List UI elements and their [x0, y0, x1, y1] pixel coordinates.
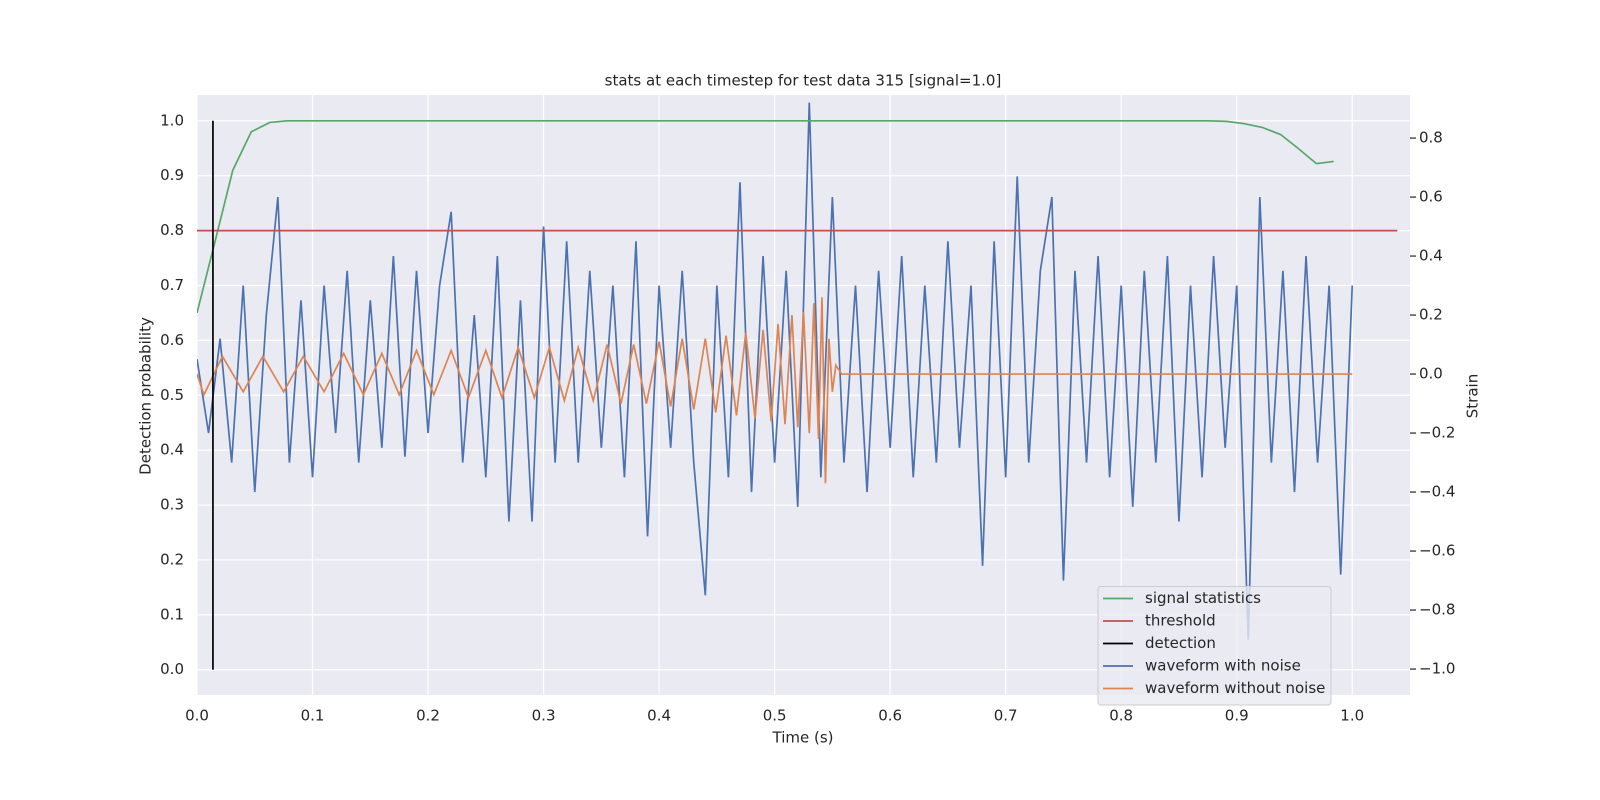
y2-tick-label: −0.2 [1419, 424, 1455, 442]
x-tick-label: 1.0 [1340, 707, 1364, 725]
legend-label: threshold [1145, 612, 1216, 630]
y2-tick-label: −0.4 [1419, 483, 1455, 501]
y-tick-label: 0.9 [160, 166, 184, 184]
x-tick-label: 0.9 [1225, 707, 1249, 725]
x-tick-label: 0.0 [185, 707, 209, 725]
y2-tick-label: 0.8 [1419, 129, 1443, 147]
y2-tick-label: 0.2 [1419, 306, 1443, 324]
y-tick-label: 0.0 [160, 660, 184, 678]
series-line [197, 297, 1353, 484]
y2-tick-label: 0.4 [1419, 247, 1443, 265]
y-tick-label: 0.3 [160, 496, 184, 514]
y2-tick-label: 0.6 [1419, 188, 1443, 206]
y2-tick-label: −0.8 [1419, 601, 1455, 619]
y-tick-label: 0.5 [160, 386, 184, 404]
series-line [197, 102, 1354, 640]
chart-title: stats at each timestep for test data 315… [605, 72, 1002, 90]
x-tick-label: 0.6 [878, 707, 902, 725]
y-tick-label: 0.1 [160, 605, 184, 623]
y-tick-label: 1.0 [160, 111, 184, 129]
legend-label: waveform without noise [1145, 679, 1325, 697]
y-tick-label: 0.8 [160, 221, 184, 239]
legend-label: detection [1145, 634, 1216, 652]
y2-tick-label: −0.6 [1419, 542, 1455, 560]
legend-label: waveform with noise [1145, 657, 1301, 675]
x-tick-label: 0.1 [301, 707, 325, 725]
y-tick-label: 0.4 [160, 441, 184, 459]
y-tick-label: 0.2 [160, 550, 184, 568]
y2-tick-label: −1.0 [1419, 660, 1455, 678]
y2-axis-label: Strain [1464, 374, 1482, 418]
series-line [197, 119, 1334, 314]
legend-box [1097, 586, 1332, 706]
x-tick-label: 0.2 [416, 707, 440, 725]
y-tick-label: 0.6 [160, 331, 184, 349]
x-tick-label: 0.7 [994, 707, 1018, 725]
y-axis-label: Detection probability [137, 317, 155, 475]
x-tick-label: 0.5 [763, 707, 787, 725]
x-tick-label: 0.8 [1109, 707, 1133, 725]
y2-tick-label: 0.0 [1419, 365, 1443, 383]
x-tick-label: 0.4 [647, 707, 671, 725]
x-tick-label: 0.3 [532, 707, 556, 725]
x-axis-label: Time (s) [772, 729, 834, 747]
y-tick-label: 0.7 [160, 276, 184, 294]
legend-label: signal statistics [1145, 589, 1261, 607]
